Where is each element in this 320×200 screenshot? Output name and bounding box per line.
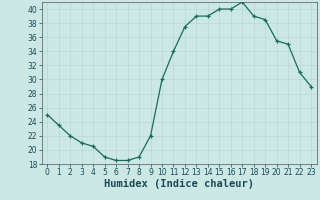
X-axis label: Humidex (Indice chaleur): Humidex (Indice chaleur) xyxy=(104,179,254,189)
